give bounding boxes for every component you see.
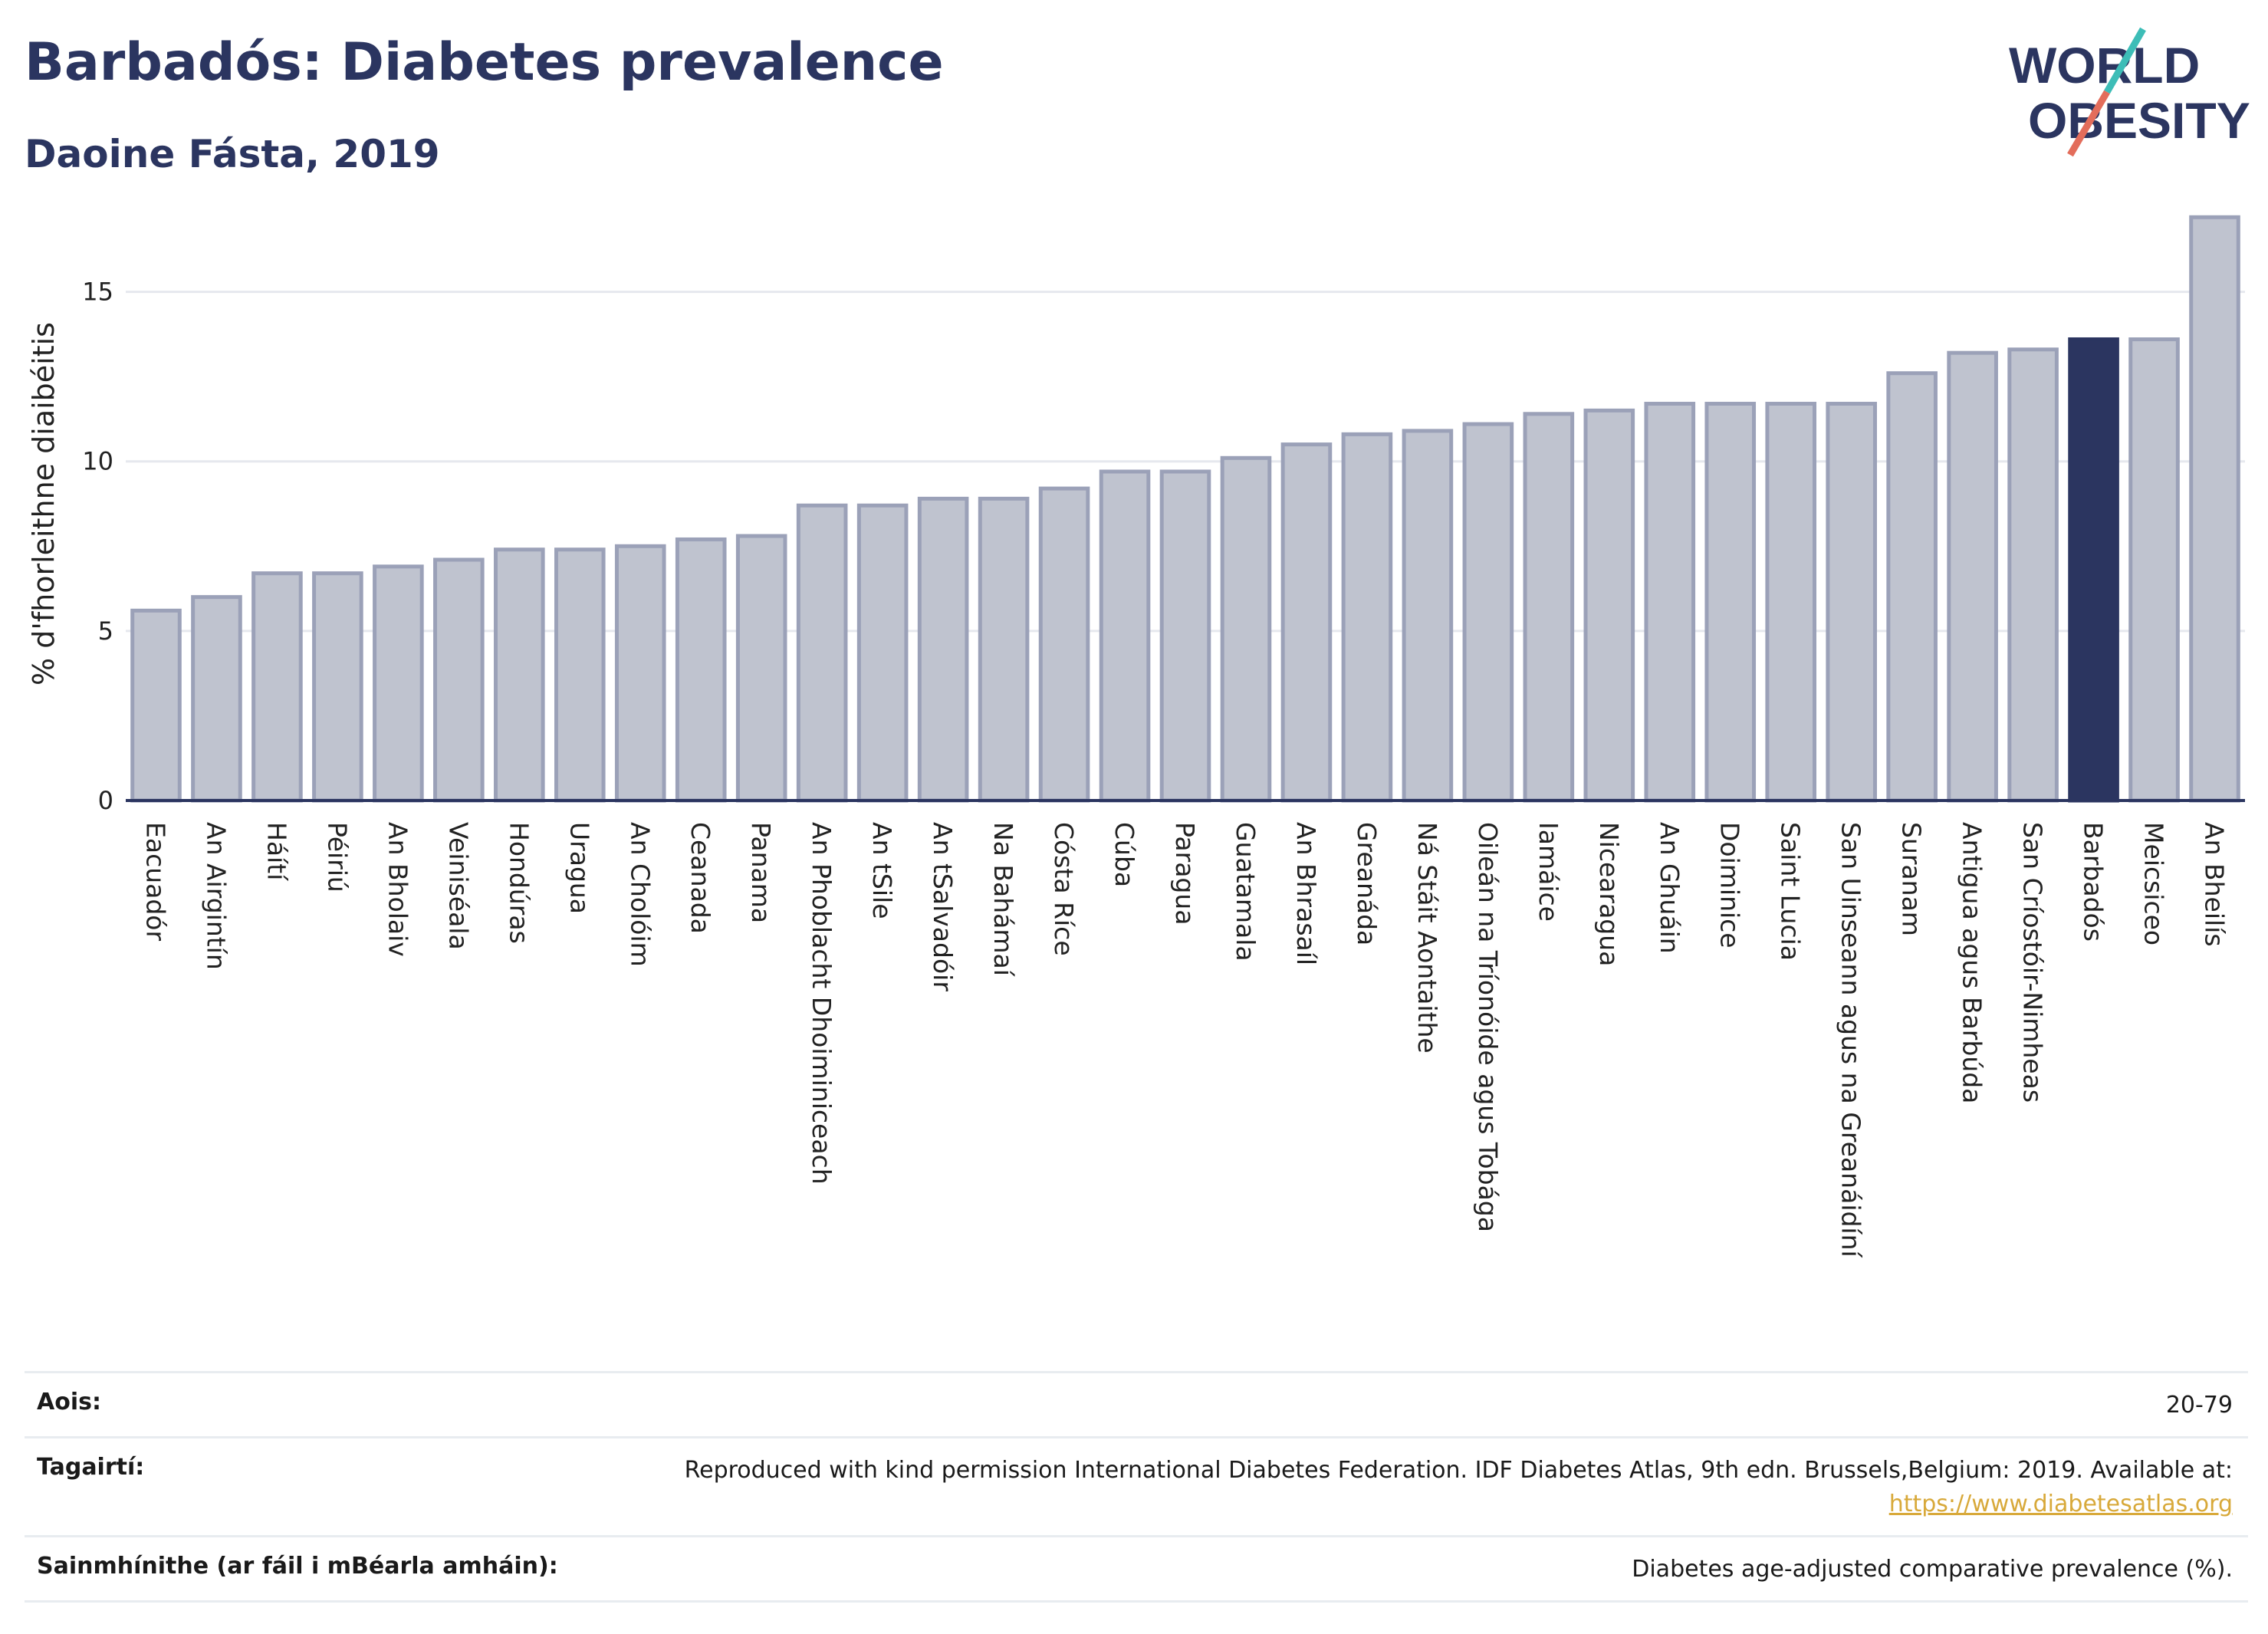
bar	[1402, 429, 1454, 803]
x-tick-label: Doiminice	[1715, 822, 1745, 949]
x-tick-label: Cúba	[1109, 822, 1139, 887]
bar	[1462, 422, 1514, 803]
x-tick-label: Na Bahámaí	[988, 822, 1018, 978]
bar	[251, 571, 303, 803]
x-tick-label: San Críostóir-Nimheas	[2018, 822, 2048, 1103]
bar	[1644, 402, 1696, 803]
x-tick-label: Ná Stáit Aontaithe	[1412, 822, 1442, 1054]
references-text: Reproduced with kind permission Internat…	[684, 1457, 2233, 1484]
bar	[2128, 337, 2180, 803]
x-tick-label: Greanáda	[1352, 822, 1382, 945]
definitions-value: Diabetes age-adjusted comparative preval…	[1632, 1556, 2233, 1583]
x-tick-label: An Cholóim	[625, 822, 655, 967]
x-tick-label: Oileán na Tríonóide agus Tobága	[1473, 822, 1503, 1232]
footer-row-references: Tagairtí: Reproduced with kind permissio…	[25, 1436, 2248, 1535]
definitions-label: Sainmhínithe (ar fáil i mBéarla amháin):	[37, 1553, 558, 1580]
x-tick-label: Uragua	[564, 822, 594, 914]
bar-chart: 0 5 10 15 % d'fhorleithne diaibéitis Eacuadór…	[27, 215, 2245, 1259]
y-tick-label: 5	[98, 616, 113, 646]
x-tick-label: An Ghuáin	[1655, 822, 1685, 954]
logo-line1: WORLD	[2009, 37, 2200, 94]
bar	[1341, 432, 1393, 803]
x-tick-label: Veiniséala	[443, 822, 473, 950]
x-tick-label: San Uinseann agus na Greanáidíní	[1836, 822, 1866, 1259]
x-tick-label: Saint Lucia	[1776, 822, 1806, 961]
bar	[1159, 469, 1211, 803]
bar	[373, 564, 424, 803]
bar	[1947, 350, 1998, 803]
bar	[675, 537, 727, 803]
chart-footer: Aois: 20-79 Tagairtí: Reproduced with ki…	[25, 1371, 2248, 1603]
chart-subtitle: Daoine Fásta, 2019	[25, 132, 440, 176]
x-tick-label: Panama	[746, 822, 776, 923]
x-tick-label: An Bholaiv	[383, 822, 413, 957]
bar	[191, 595, 242, 803]
bar	[796, 503, 848, 803]
bar	[978, 496, 1030, 803]
chart-title: Barbadós: Diabetes prevalence	[25, 32, 944, 93]
logo-line2: OBESITY	[2028, 92, 2250, 149]
x-tick-label: An Bhrasaíl	[1291, 822, 1321, 965]
bar	[312, 571, 363, 803]
footer-row-definitions: Sainmhínithe (ar fáil i mBéarla amháin):…	[25, 1535, 2248, 1603]
y-tick-label: 15	[82, 278, 113, 307]
bar	[2007, 347, 2059, 803]
references-link[interactable]: https://www.diabetesatlas.org	[1888, 1491, 2233, 1517]
x-tick-label: Guatamala	[1231, 822, 1261, 962]
x-tick-label: Barbadós	[2079, 822, 2109, 942]
x-tick-label: Eacuadór	[140, 822, 170, 941]
logo-slash-teal	[2104, 27, 2146, 94]
x-tick-label: An Airgintín	[201, 822, 231, 970]
x-tick-label: Meicsiceo	[2139, 822, 2169, 945]
bar	[2068, 337, 2119, 803]
x-tick-label: Péiriú	[322, 822, 352, 893]
bar	[130, 608, 182, 803]
age-label: Aois:	[37, 1389, 101, 1415]
bar	[1220, 455, 1272, 803]
x-tick-label: Paragua	[1170, 822, 1200, 925]
bar	[1704, 402, 1757, 803]
world-obesity-logo: WORLD OBESITY	[2009, 27, 2250, 157]
y-axis-label: % d'fhorleithne diaibéitis	[27, 322, 61, 685]
bar	[1523, 412, 1575, 803]
y-tick-label: 10	[82, 447, 113, 476]
x-tick-label: Iamáice	[1533, 822, 1563, 922]
bar	[1765, 402, 1817, 803]
bar	[614, 544, 666, 803]
x-tick-label: Hondúras	[504, 822, 534, 944]
bar	[433, 557, 485, 803]
bar	[1280, 442, 1333, 803]
bar	[1886, 371, 1938, 803]
references-label: Tagairtí:	[37, 1454, 145, 1481]
x-tick-label: An tSalvadóir	[928, 822, 958, 991]
footer-row-age: Aois: 20-79	[25, 1371, 2248, 1436]
bar	[1099, 469, 1151, 803]
x-tick-label: An tSile	[867, 822, 897, 919]
age-value: 20-79	[2165, 1392, 2233, 1419]
x-tick-label: Suranam	[1897, 822, 1927, 936]
bar	[1038, 486, 1090, 803]
bar	[917, 496, 969, 803]
x-tick-label: Háítí	[261, 822, 291, 882]
x-tick-label: Ceanada	[685, 822, 715, 934]
bar	[1826, 402, 1877, 803]
bar	[2189, 215, 2240, 803]
y-tick-label: 0	[98, 786, 113, 815]
references-value: Reproduced with kind permission Internat…	[685, 1454, 2233, 1521]
bar	[856, 503, 909, 803]
bar	[1583, 408, 1635, 803]
logo-slash-red	[2067, 90, 2110, 157]
x-tick-label: An Phoblacht Dhoiminiceach	[807, 822, 837, 1185]
x-tick-label: Nicearagua	[1594, 822, 1624, 966]
bar	[735, 534, 787, 803]
bar	[554, 547, 606, 803]
x-tick-label: Cósta Ríce	[1049, 822, 1079, 956]
x-tick-label: Antigua agus Barbúda	[1957, 822, 1987, 1103]
bar	[494, 547, 545, 803]
x-tick-label: An Bheilís	[2200, 822, 2230, 947]
